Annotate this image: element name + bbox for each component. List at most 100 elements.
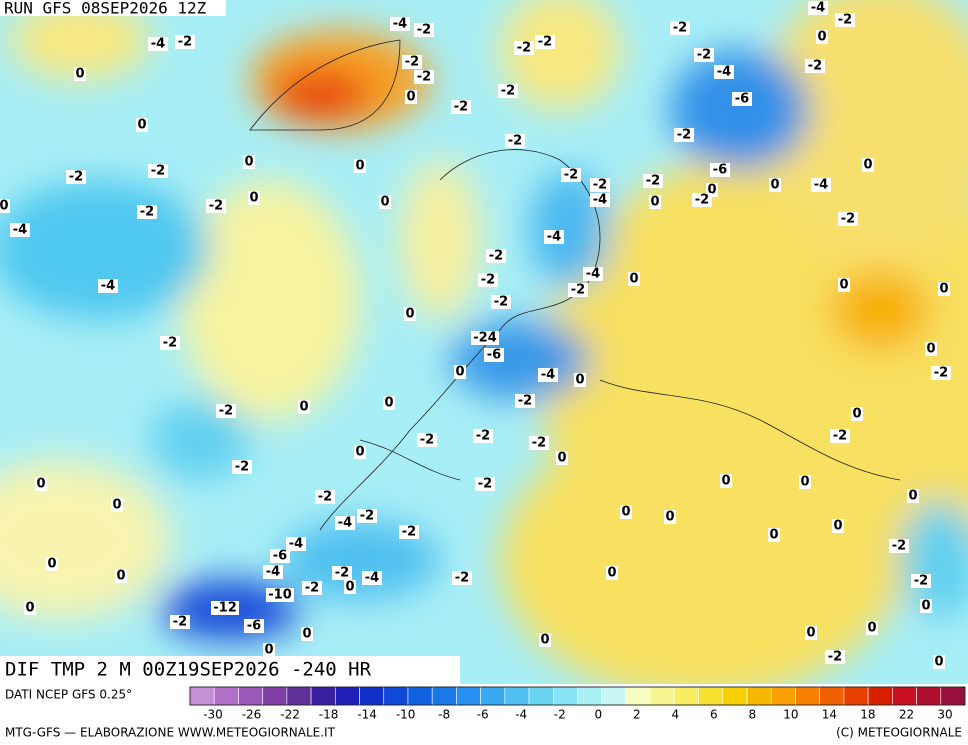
contour-label-box xyxy=(315,490,335,504)
contour-label: -2 xyxy=(417,70,431,85)
contour-label: -4 xyxy=(393,17,407,32)
colorbar-swatch xyxy=(940,686,966,706)
colorbar-tick-label: 22 xyxy=(899,708,914,722)
colorbar-tick-label: 10 xyxy=(783,708,798,722)
contour-label: -2 xyxy=(402,525,416,540)
contour-label-box xyxy=(344,580,356,594)
contour-label-box xyxy=(664,510,676,524)
contour-label-box xyxy=(486,249,506,263)
contour-label-box xyxy=(357,509,377,523)
contour-label-box xyxy=(561,168,581,182)
contour-label-box xyxy=(286,537,306,551)
contour-label: 0 xyxy=(0,199,9,214)
contour-label: 0 xyxy=(607,566,616,581)
run-title: RUN GFS 08SEP2026 12Z xyxy=(4,0,207,18)
contour-label-box xyxy=(832,519,844,533)
contour-label-box xyxy=(515,394,535,408)
contour-label: -2 xyxy=(828,650,842,665)
contour-label: -2 xyxy=(335,566,349,581)
contour-label: 0 xyxy=(455,365,464,380)
contour-label-box xyxy=(298,400,310,414)
contour-label: 0 xyxy=(112,498,121,513)
contour-label-box xyxy=(10,223,30,237)
contour-label-box xyxy=(568,283,588,297)
contour-label-box xyxy=(628,272,640,286)
contour-label-box xyxy=(825,650,845,664)
contour-label: -2 xyxy=(305,581,319,596)
contour-label: 0 xyxy=(817,30,826,45)
contour-label: -2 xyxy=(695,193,709,208)
colorbar-swatch xyxy=(359,686,385,706)
contour-label: 0 xyxy=(934,655,943,670)
contour-label: 0 xyxy=(380,195,389,210)
contour-label: -2 xyxy=(69,170,83,185)
contour-label-box xyxy=(907,489,919,503)
contour-label-box xyxy=(160,336,180,350)
contour-label-box xyxy=(383,396,395,410)
contour-label: -2 xyxy=(518,394,532,409)
contour-label-box xyxy=(674,128,694,142)
contour-label: -2 xyxy=(140,205,154,220)
contour-label-box xyxy=(620,505,632,519)
contour-label: -2 xyxy=(508,134,522,149)
colorbar-tick-label: -10 xyxy=(396,708,416,722)
contour-label: -4 xyxy=(811,1,825,16)
contour-label-box xyxy=(170,615,190,629)
contour-label: -2 xyxy=(360,509,374,524)
contour-label-box xyxy=(0,199,10,213)
contour-label-box xyxy=(649,195,661,209)
contour-label-box xyxy=(805,626,817,640)
colorbar-swatch xyxy=(286,686,312,706)
contour-label: 0 xyxy=(575,373,584,388)
contour-label: 0 xyxy=(355,159,364,174)
colorbar-swatch xyxy=(407,686,433,706)
colorbar-tick-label: -2 xyxy=(554,708,566,722)
colorbar-tick-label: 4 xyxy=(671,708,679,722)
contour-label-box xyxy=(491,295,511,309)
contour-label: 0 xyxy=(852,407,861,422)
contour-label: -2 xyxy=(454,100,468,115)
colorbar-swatch xyxy=(625,686,651,706)
contour-label: -2 xyxy=(833,429,847,444)
contour-label: 0 xyxy=(355,445,364,460)
contour-label: -4 xyxy=(814,178,828,193)
contour-label: 0 xyxy=(75,67,84,82)
contour-label-box xyxy=(931,366,951,380)
contour-label-box xyxy=(115,569,127,583)
contour-label-box xyxy=(925,342,937,356)
contour-label: -2 xyxy=(318,490,332,505)
contour-label-box xyxy=(24,601,36,615)
colorbar-swatch xyxy=(649,686,675,706)
contour-label: 0 xyxy=(405,307,414,322)
contour-label: -4 xyxy=(717,65,731,80)
contour-label-box xyxy=(670,21,690,35)
contour-label: -6 xyxy=(273,549,287,564)
colorbar-swatch xyxy=(892,686,917,706)
contour-label-box xyxy=(335,516,355,530)
contour-label: -4 xyxy=(365,571,379,586)
contour-label: -2 xyxy=(455,571,469,586)
colorbar-swatch xyxy=(383,686,409,706)
contour-label: -2 xyxy=(934,366,948,381)
contour-label-box xyxy=(851,407,863,421)
contour-label-box xyxy=(379,195,391,209)
contour-label-box xyxy=(538,368,558,382)
contour-label: 0 xyxy=(25,601,34,616)
contour-label-box xyxy=(590,193,610,207)
contour-label: 0 xyxy=(833,519,842,534)
contour-label: -4 xyxy=(151,37,165,52)
contour-label: 0 xyxy=(384,396,393,411)
contour-label-box xyxy=(835,13,855,27)
contour-label-box xyxy=(211,601,239,615)
contour-label: -4 xyxy=(547,230,561,245)
contour-label-box xyxy=(414,70,434,84)
contour-label: -2 xyxy=(646,174,660,189)
contour-label: -2 xyxy=(677,128,691,143)
colorbar-swatch xyxy=(843,686,869,706)
map-field: -4 -2 0 0 -2 -2 -2 -2 -4 -4 -2 0 0 0 0 -4 -2 -2 -2 0 -2 -2 -2 -… xyxy=(0,0,968,684)
contour-label-box xyxy=(354,445,366,459)
contour-label-box xyxy=(606,566,618,580)
colorbar-swatch xyxy=(335,686,360,706)
contour-label-box xyxy=(454,365,466,379)
contour-label: -2 xyxy=(478,477,492,492)
